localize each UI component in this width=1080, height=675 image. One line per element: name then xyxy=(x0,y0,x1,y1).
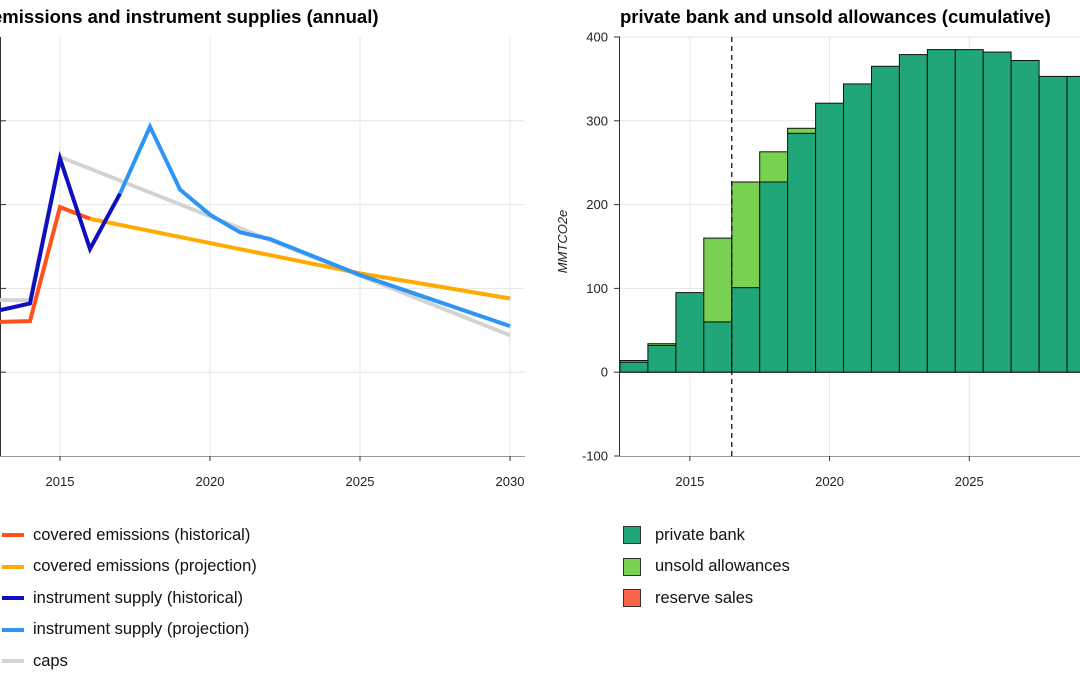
bar-private-bank-2015 xyxy=(675,292,705,373)
bar-private-bank-2029 xyxy=(1066,75,1080,373)
left-chart-title: emissions and instrument supplies (annua… xyxy=(0,6,379,27)
bar-unsold-allowances-2018 xyxy=(759,151,789,183)
legend-label: reserve sales xyxy=(655,588,754,607)
left-x-tick-label: 2030 xyxy=(496,474,525,489)
bar-unsold-allowances-2013 xyxy=(619,360,649,363)
bar-private-bank-2027 xyxy=(1010,60,1040,373)
legend-item-covered-emissions-projection: covered emissions (projection) xyxy=(2,556,257,578)
legend-item-covered-emissions-historical: covered emissions (historical) xyxy=(2,524,250,546)
right-y-tick-label: 300 xyxy=(586,113,608,128)
bar-private-bank-2028 xyxy=(1038,75,1068,373)
bar-private-bank-2019 xyxy=(787,132,816,373)
legend-label: private bank xyxy=(655,525,745,544)
legend-color-swatch xyxy=(623,589,641,607)
bar-private-bank-2026 xyxy=(982,51,1012,373)
right-chart-title: private bank and unsold allowances (cumu… xyxy=(620,6,1051,27)
series-line-caps xyxy=(0,154,511,338)
bar-private-bank-2023 xyxy=(898,54,928,373)
left-x-tick-label: 2020 xyxy=(196,474,225,489)
legend-label: instrument supply (historical) xyxy=(33,588,243,607)
bar-private-bank-2013 xyxy=(619,361,649,373)
legend-line-swatch xyxy=(2,596,24,600)
legend-item-instrument-supply-historical: instrument supply (historical) xyxy=(2,587,243,609)
bar-private-bank-2020 xyxy=(815,102,844,373)
bar-private-bank-2014 xyxy=(647,344,677,373)
legend-item-unsold-allowances: unsold allowances xyxy=(623,556,790,578)
legend-color-swatch xyxy=(623,526,641,544)
right-x-tick-label: 2020 xyxy=(815,474,844,489)
bar-unsold-allowances-2016 xyxy=(703,237,733,323)
bar-unsold-allowances-2014 xyxy=(647,343,677,346)
legend-color-swatch xyxy=(623,557,641,576)
right-y-axis-label: MMTCO2e xyxy=(555,210,570,274)
bar-private-bank-2025 xyxy=(954,49,984,373)
bar-private-bank-2018 xyxy=(759,181,789,373)
bar-private-bank-2017 xyxy=(731,287,761,373)
right-y-tick-label: 0 xyxy=(601,365,608,380)
right-y-tick-label: 400 xyxy=(586,30,608,45)
series-line-covered-emissions-historical xyxy=(0,204,91,324)
legend-label: covered emissions (historical) xyxy=(33,525,251,544)
legend-line-swatch xyxy=(2,533,24,537)
bar-private-bank-2024 xyxy=(926,49,956,373)
bar-private-bank-2016 xyxy=(703,321,733,373)
right-x-tick-label: 2015 xyxy=(675,474,704,489)
legend-item-private-bank: private bank xyxy=(623,524,745,546)
legend-line-swatch xyxy=(2,564,24,569)
legend-label: caps xyxy=(33,651,68,670)
right-y-tick-label: -100 xyxy=(582,449,608,464)
left-x-tick-label: 2025 xyxy=(346,474,375,489)
left-gridlines xyxy=(0,37,525,456)
left-x-tick-label: 2015 xyxy=(46,474,75,489)
bar-unsold-allowances-2017 xyxy=(731,181,761,289)
bar-private-bank-2022 xyxy=(871,65,900,373)
legend-line-swatch xyxy=(2,659,24,663)
right-x-tick-label: 2025 xyxy=(955,474,984,489)
legend-item-caps: caps xyxy=(2,650,68,672)
legend-item-instrument-supply-projection: instrument supply (projection) xyxy=(2,619,249,641)
series-line-instrument-supply-projection xyxy=(118,121,511,328)
bar-private-bank-2021 xyxy=(843,83,872,373)
legend-label: instrument supply (projection) xyxy=(33,620,250,638)
bar-unsold-allowances-2019 xyxy=(787,127,816,134)
legend-label: covered emissions (projection) xyxy=(33,557,257,575)
right-bars xyxy=(619,49,1080,373)
series-line-covered-emissions-projection xyxy=(89,216,511,301)
legend-line-swatch xyxy=(2,627,24,632)
legend-item-reserve-sales: reserve sales xyxy=(623,587,753,609)
series-line-instrument-supply-historical xyxy=(0,150,122,313)
right-y-tick-label: 200 xyxy=(586,197,608,212)
right-y-tick-label: 100 xyxy=(586,281,608,296)
legend-label: unsold allowances xyxy=(655,557,790,575)
